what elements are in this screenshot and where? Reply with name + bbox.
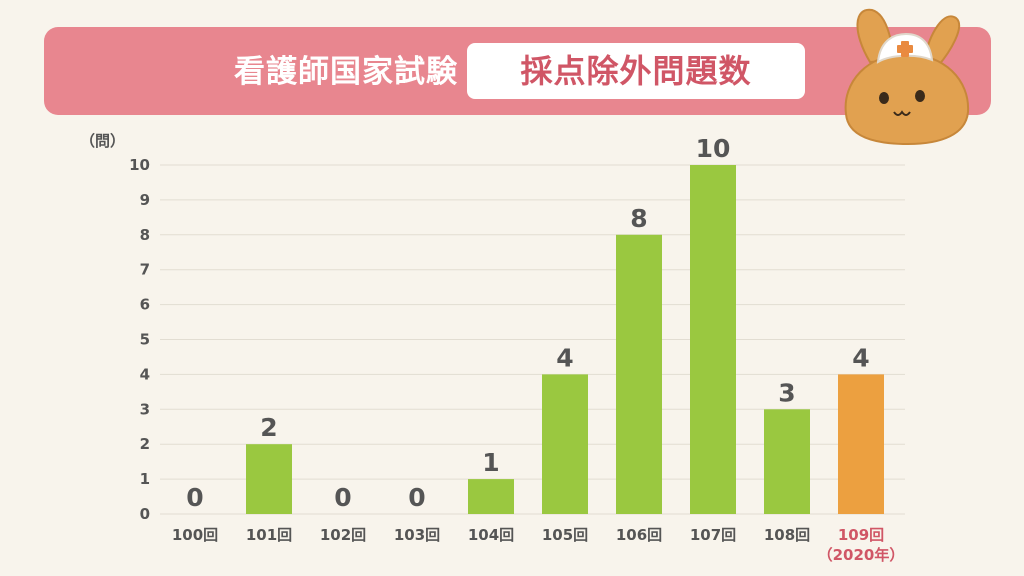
bar-value-label: 0 [408,483,425,512]
bar [542,374,588,514]
bar [246,444,292,514]
bar-value-label: 2 [260,413,277,442]
x-tick-label: 106回 [616,526,662,544]
y-tick-label: 7 [140,261,150,279]
y-tick-label: 5 [140,331,150,349]
x-tick-label: 103回 [394,526,440,544]
x-tick-label: 109回 [838,526,884,544]
x-tick-label: 102回 [320,526,366,544]
x-tick-note-label: （2020年） [818,546,905,564]
y-tick-label: 0 [140,505,150,523]
y-tick-label: 10 [129,156,150,174]
bar [468,479,514,514]
bar [690,165,736,514]
x-tick-label: 100回 [172,526,218,544]
y-tick-label: 3 [140,400,150,418]
nurse-rabbit-mascot-icon [844,8,970,146]
bar-value-label: 10 [696,134,731,163]
x-tick-label: 105回 [542,526,588,544]
banner-title: 看護師国家試験 [234,54,458,90]
bar-value-label: 0 [186,483,203,512]
y-tick-label: 9 [140,191,150,209]
x-tick-label: 108回 [764,526,810,544]
bar-value-label: 3 [778,378,795,407]
bar-value-label: 8 [630,204,647,233]
bar [764,409,810,514]
bar [838,374,884,514]
y-tick-label: 1 [140,470,150,488]
banner-subtitle: 採点除外問題数 [467,43,805,99]
bar-value-label: 0 [334,483,351,512]
y-tick-label: 8 [140,226,150,244]
y-tick-label: 4 [140,365,150,383]
bar-value-label: 4 [852,343,869,372]
y-tick-label: 2 [140,435,150,453]
y-axis-unit-label: （問） [80,132,126,150]
bar-value-label: 4 [556,343,573,372]
x-tick-label: 107回 [690,526,736,544]
bar [616,234,662,515]
y-tick-label: 6 [140,296,150,314]
x-tick-label: 101回 [246,526,292,544]
title-banner: 看護師国家試験 採点除外問題数 [44,27,991,115]
bar-value-label: 1 [482,448,499,477]
x-tick-label: 104回 [468,526,514,544]
